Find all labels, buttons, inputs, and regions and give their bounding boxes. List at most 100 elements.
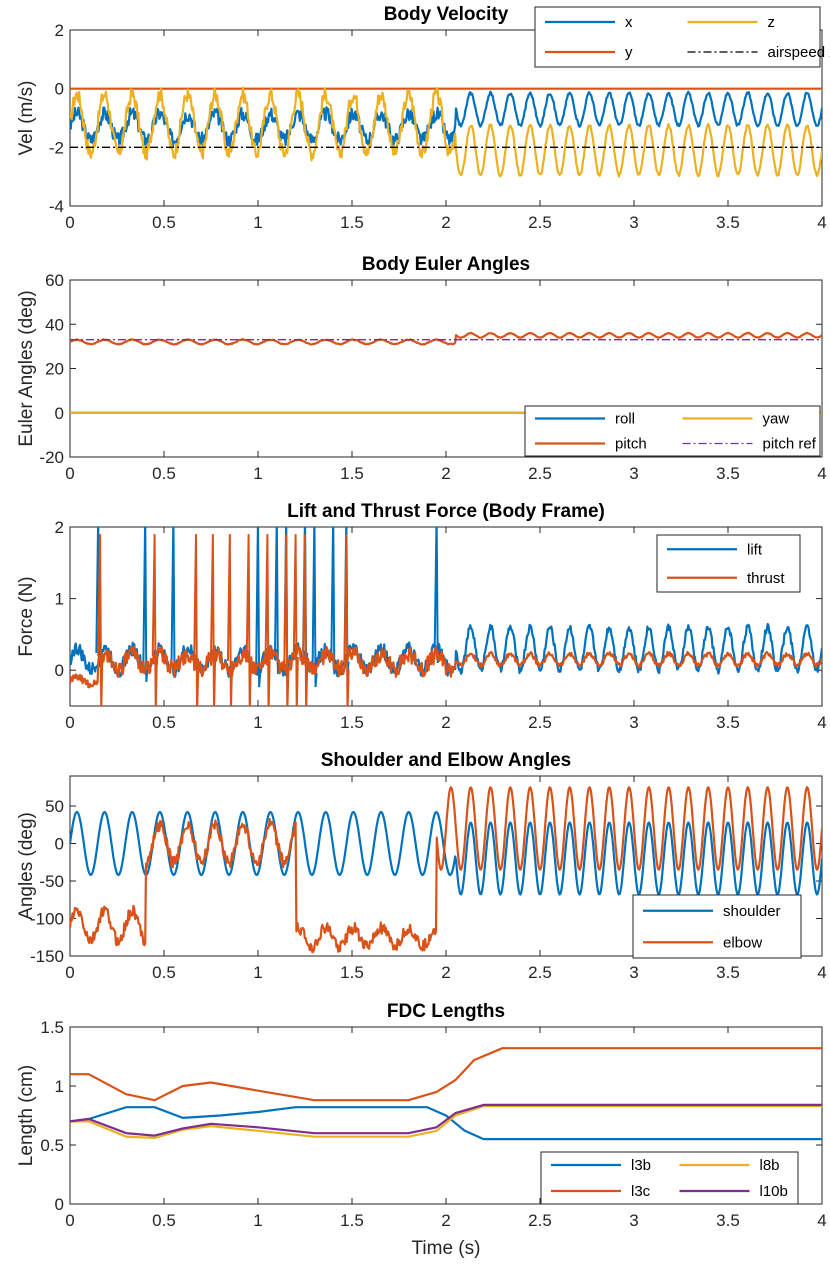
x-tick-label: 4 [817, 963, 826, 982]
y-tick-label: -150 [30, 947, 64, 966]
legend: lift thrust [656, 534, 801, 593]
x-tick-label: 0.5 [152, 1211, 176, 1230]
y-axis-label: Vel (m/s) [16, 81, 37, 156]
series-spike-thrust [343, 534, 350, 706]
legend-label-pitch: pitch [615, 436, 647, 453]
x-tick-label: 1 [253, 213, 262, 232]
chart-title: Shoulder and Elbow Angles [321, 750, 572, 771]
series-spike-thrust [292, 534, 299, 706]
y-tick-label: -4 [49, 197, 64, 216]
x-tick-label: 1 [253, 713, 262, 732]
x-tick-label: 3.5 [716, 464, 740, 483]
x-tick-label: 2.5 [528, 963, 552, 982]
x-tick-label: 1.5 [340, 464, 364, 483]
y-tick-label: 50 [45, 797, 64, 816]
series-spike-thrust [193, 534, 200, 706]
y-tick-label: 40 [45, 315, 64, 334]
panel-fdc: FDC Lengths 1.5 1 0.5 00 0.5 1 1.5 2 2.5 3 3.5 4 Leng… [16, 1001, 827, 1259]
x-tick-label: 1.5 [340, 963, 364, 982]
x-tick-label: 2 [441, 213, 450, 232]
y-tick-label: 0.5 [40, 1136, 64, 1155]
x-tick-label: 2.5 [528, 464, 552, 483]
x-tick-label: 2.5 [528, 213, 552, 232]
y-tick-label: 0 [55, 1195, 64, 1214]
y-tick-label: 0 [55, 404, 64, 423]
legend-label-airspeed-x: airspeed x [768, 44, 830, 61]
x-tick-label: 3.5 [716, 1211, 740, 1230]
legend-label-x: x [625, 14, 633, 31]
y-tick-label: -100 [30, 910, 64, 929]
y-tick-label: 1 [55, 590, 64, 609]
y-tick-label: 60 [45, 271, 64, 290]
x-tick-label: 3 [629, 213, 638, 232]
x-tick-label: 1 [253, 464, 262, 483]
y-tick-label: 0 [55, 661, 64, 680]
x-tick-label: 3.5 [716, 963, 740, 982]
legend-label-z: z [768, 14, 776, 31]
x-tick-label: 1.5 [340, 213, 364, 232]
panel-joints: Shoulder and Elbow Angles500-50-100-1500… [16, 750, 827, 982]
legend: roll pitch yaw pitch ref [524, 405, 821, 457]
x-tick-label: 0.5 [152, 464, 176, 483]
y-tick-label: -2 [49, 138, 64, 157]
series-line-pitch [70, 331, 822, 346]
plot-area [70, 786, 822, 954]
series-spike-thrust [97, 534, 104, 706]
y-axis-label: Euler Angles (deg) [16, 290, 37, 446]
x-tick-label: 3 [629, 464, 638, 483]
plot-area [70, 527, 822, 706]
x-tick-label: 3 [629, 713, 638, 732]
x-tick-label: 0 [65, 213, 74, 232]
legend-label-y: y [625, 44, 633, 61]
legend-box [656, 534, 801, 593]
chart-title: Body Velocity [384, 4, 509, 25]
y-tick-label: -50 [39, 872, 64, 891]
x-tick-label: 3 [629, 963, 638, 982]
x-tick-label: 3 [629, 1211, 638, 1230]
panel-force: Lift and Thrust Force (Body Frame) 2 1 0 0 0.… [16, 501, 827, 732]
y-tick-label: 2 [55, 518, 64, 537]
series-spike-lift [311, 527, 318, 688]
chart-title: Lift and Thrust Force (Body Frame) [287, 501, 605, 522]
x-tick-label: 1.5 [340, 1211, 364, 1230]
x-tick-label: 1.5 [340, 713, 364, 732]
x-tick-label: 3.5 [716, 213, 740, 232]
y-tick-label: -20 [39, 448, 64, 467]
legend-box [534, 6, 821, 68]
x-tick-label: 1 [253, 1211, 262, 1230]
plot-area [70, 1047, 822, 1141]
series-spike-thrust [302, 534, 309, 706]
y-axis-label: Angles (deg) [16, 812, 37, 920]
x-tick-label: 0.5 [152, 713, 176, 732]
legend: shoulder elbow [632, 894, 802, 959]
legend-label-elbow: elbow [723, 934, 762, 951]
y-tick-label: 0 [55, 835, 64, 854]
x-tick-label: 1 [253, 963, 262, 982]
series-spike-thrust [226, 534, 234, 706]
x-tick-label: 0.5 [152, 213, 176, 232]
series-spike-lift [142, 527, 149, 682]
series-spike-thrust [151, 534, 158, 706]
legend-label-yaw: yaw [763, 411, 790, 428]
series-line-l8b [70, 1105, 822, 1139]
series-spike-thrust [245, 534, 252, 706]
chart-title: FDC Lengths [387, 1001, 505, 1022]
y-tick-label: 1 [55, 1077, 64, 1096]
x-axis-label: Time (s) [412, 1238, 481, 1259]
x-tick-label: 4 [817, 1211, 826, 1230]
legend-label-pitch-ref: pitch ref [763, 436, 817, 453]
x-tick-label: 3.5 [716, 713, 740, 732]
x-tick-label: 2 [441, 963, 450, 982]
legend-label-l8b: l8b [760, 1157, 780, 1174]
x-tick-label: 2.5 [528, 1211, 552, 1230]
legend: xy z airspeed x [534, 6, 830, 68]
y-tick-label: 1.5 [40, 1018, 64, 1037]
legend-label-thrust: thrust [747, 570, 785, 587]
legend-label-lift: lift [747, 541, 763, 558]
legend: l3b l3c l8b l10b [540, 1151, 799, 1205]
series-spike-thrust [210, 534, 217, 706]
series-spike-lift [255, 527, 262, 688]
y-tick-label: 0 [55, 80, 64, 99]
